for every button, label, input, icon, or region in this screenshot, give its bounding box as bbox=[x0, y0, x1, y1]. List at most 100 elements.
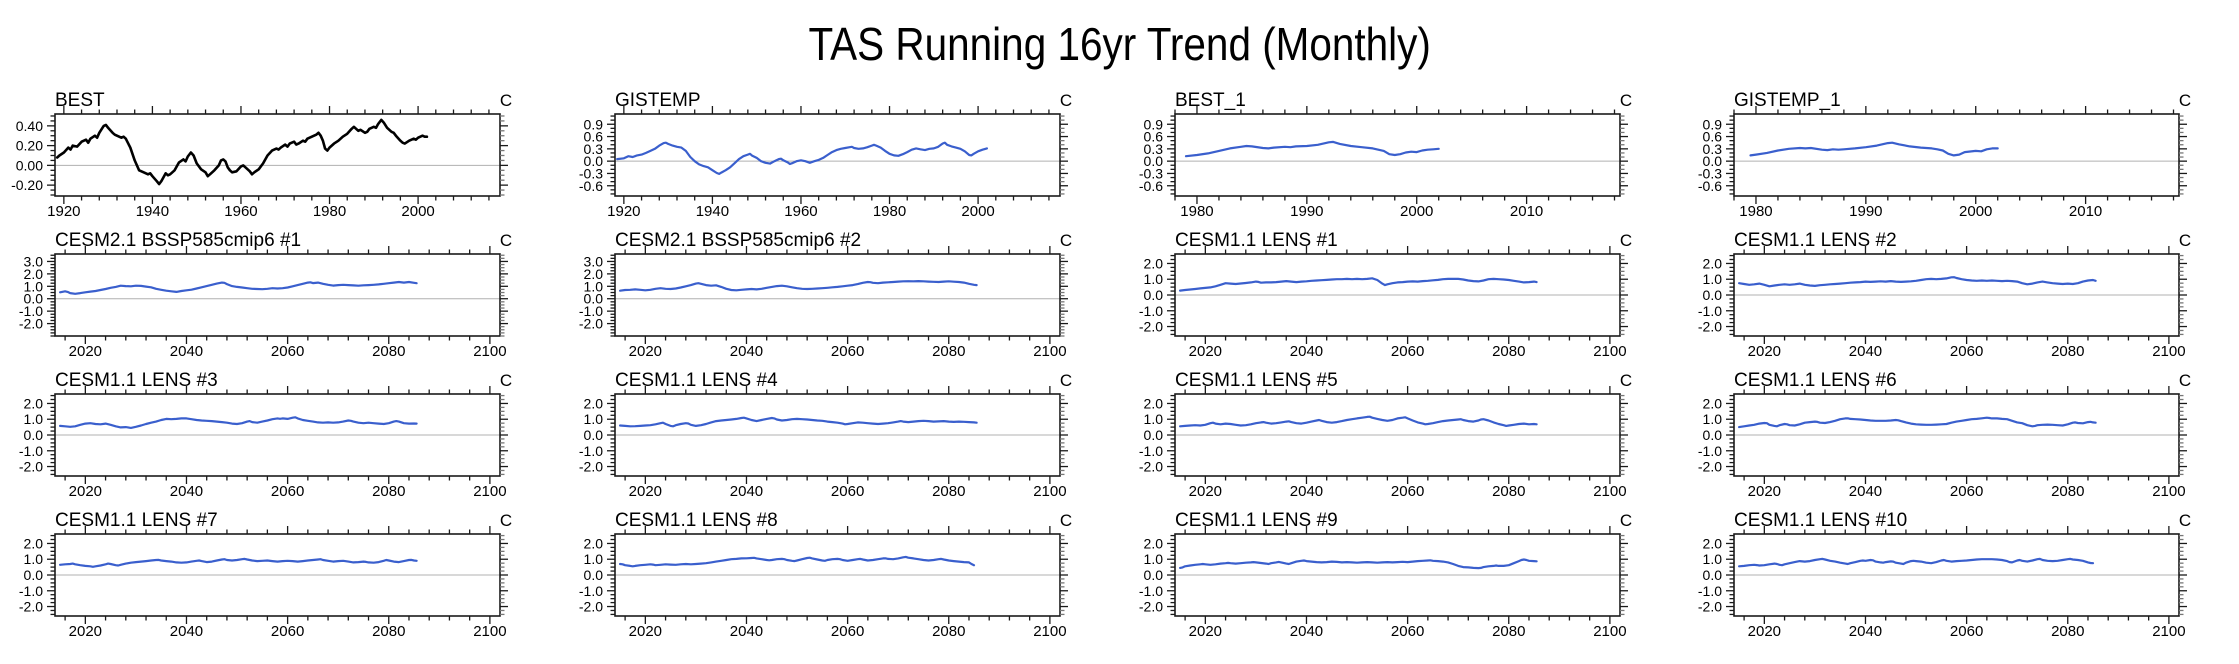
series-line bbox=[1738, 557, 2095, 568]
y-tick-label: -1.0 bbox=[1138, 303, 1162, 319]
unit-label: C bbox=[1060, 91, 1072, 110]
y-tick-label: 0.0 bbox=[1143, 153, 1163, 169]
panel-chart: CESM2.1 BSSP585cmip6 #1 C 2020 2040 2060 2080… bbox=[19, 230, 512, 360]
y-tick-label: -0.3 bbox=[579, 165, 603, 181]
panel-title-label: CESM1.1 LENS #9 bbox=[1175, 510, 1338, 531]
panel-1: BEST C 1920 1940 1960 1980 2000 0.40 0.20 0.00 -0.… bbox=[0, 88, 559, 228]
panel-10: CESM1.1 LENS #4 C 2020 2040 2060 2080 2100 2.0 1… bbox=[560, 368, 1119, 508]
y-tick-label: 0.40 bbox=[16, 118, 43, 134]
x-tick-label: 1980 bbox=[873, 203, 906, 220]
y-tick-label: -2.0 bbox=[1138, 599, 1162, 615]
y-axis-ticks bbox=[606, 115, 1068, 195]
x-tick-label: 2040 bbox=[1289, 483, 1322, 500]
x-tick-label: 2060 bbox=[271, 343, 304, 360]
unit-label: C bbox=[500, 231, 512, 250]
x-tick-label: 2100 bbox=[1593, 483, 1626, 500]
x-axis-ticks bbox=[1733, 106, 2175, 204]
x-tick-label: 2020 bbox=[628, 483, 661, 500]
x-tick-label: 2080 bbox=[1492, 343, 1525, 360]
y-tick-label: -1.0 bbox=[579, 443, 603, 459]
panel-chart: CESM1.1 LENS #7 C 2020 2040 2060 2080 2100 2.01… bbox=[19, 510, 512, 640]
unit-label: C bbox=[2179, 511, 2191, 530]
panel-title-label: CESM1.1 LENS #8 bbox=[615, 510, 778, 531]
y-axis-ticks bbox=[606, 394, 1068, 476]
y-axis-ticks bbox=[1166, 534, 1628, 616]
y-tick-label: -2.0 bbox=[19, 459, 43, 475]
x-tick-label: 2020 bbox=[1748, 623, 1781, 640]
y-tick-label: 2.0 bbox=[1143, 535, 1163, 551]
x-tick-label: 2080 bbox=[932, 483, 965, 500]
y-tick-label: -1.0 bbox=[1698, 583, 1722, 599]
x-tick-label: 2020 bbox=[69, 483, 102, 500]
y-tick-label: 0.00 bbox=[16, 157, 43, 173]
y-tick-label: -1.0 bbox=[1698, 443, 1722, 459]
panel-title-label: CESM1.1 LENS #2 bbox=[1734, 230, 1897, 251]
y-tick-label: 1.0 bbox=[24, 551, 44, 567]
y-tick-label: -0.6 bbox=[579, 178, 603, 194]
x-axis-ticks bbox=[1743, 526, 2170, 624]
page-title: TAS Running 16yr Trend (Monthly) bbox=[808, 18, 1431, 70]
x-axis-ticks bbox=[63, 106, 490, 204]
x-tick-label: 2010 bbox=[2069, 203, 2102, 220]
y-tick-label: 0.0 bbox=[583, 153, 603, 169]
y-tick-label: 2.0 bbox=[24, 535, 44, 551]
x-axis-ticks bbox=[64, 246, 491, 344]
y-tick-label: 1.0 bbox=[1143, 551, 1163, 567]
x-tick-label: 2100 bbox=[1033, 343, 1066, 360]
x-tick-label: 2080 bbox=[932, 623, 965, 640]
plot-frame bbox=[613, 253, 1061, 337]
panel-title-label: CESM1.1 LENS #1 bbox=[1175, 230, 1338, 251]
panel-13: CESM1.1 LENS #7 C 2020 2040 2060 2080 2100 2.0 1… bbox=[0, 508, 559, 648]
y-tick-label: -1.0 bbox=[1138, 583, 1162, 599]
y-tick-label: 2.0 bbox=[24, 266, 44, 282]
x-axis-ticks bbox=[1183, 526, 1611, 624]
x-tick-label: 2060 bbox=[271, 483, 304, 500]
y-tick-label: -0.3 bbox=[1138, 165, 1162, 181]
y-axis-ticks bbox=[47, 534, 508, 616]
x-tick-label: 1960 bbox=[224, 203, 257, 220]
unit-label: C bbox=[1619, 231, 1631, 250]
x-axis-ticks bbox=[1183, 386, 1611, 484]
y-tick-label: -2.0 bbox=[579, 459, 603, 475]
y-tick-label: -0.20 bbox=[11, 177, 43, 193]
x-tick-label: 2060 bbox=[831, 623, 864, 640]
y-axis-ticks bbox=[1726, 254, 2188, 336]
x-tick-label: 2100 bbox=[2152, 483, 2185, 500]
panel-title-label: CESM1.1 LENS #4 bbox=[615, 370, 778, 391]
plot-frame bbox=[1733, 113, 2181, 197]
panel-7: CESM1.1 LENS #1 C 2020 2040 2060 2080 2100 2.0 1… bbox=[1120, 228, 1679, 368]
y-tick-label: 0.3 bbox=[1143, 141, 1163, 157]
y-tick-label: 2.0 bbox=[583, 266, 603, 282]
x-axis-ticks bbox=[1173, 106, 1615, 204]
y-axis-ticks bbox=[1726, 534, 2188, 616]
y-axis-ticks bbox=[47, 394, 508, 476]
unit-label: C bbox=[2179, 91, 2191, 110]
y-tick-label: 0.6 bbox=[1703, 129, 1723, 145]
x-tick-label: 2060 bbox=[1390, 343, 1423, 360]
x-tick-label: 2060 bbox=[1950, 623, 1983, 640]
panel-chart: GISTEMP C 1920 1940 1960 1980 2000 0.90.60.30.0… bbox=[579, 90, 1072, 220]
series-line bbox=[1178, 277, 1538, 292]
panel-9: CESM1.1 LENS #3 C 2020 2040 2060 2080 2100 2.0 1… bbox=[0, 368, 559, 508]
y-tick-label: 0.0 bbox=[1143, 287, 1163, 303]
y-axis-ticks bbox=[1166, 394, 1628, 476]
y-tick-label: 0.0 bbox=[24, 427, 44, 443]
panel-14: CESM1.1 LENS #8 C 2020 2040 2060 2080 2100 2.0 1… bbox=[560, 508, 1119, 648]
unit-label: C bbox=[1060, 511, 1072, 530]
x-tick-label: 2020 bbox=[628, 623, 661, 640]
x-tick-label: 2100 bbox=[473, 623, 506, 640]
y-tick-label: 0.9 bbox=[1143, 116, 1163, 132]
panel-title-label: CESM2.1 BSSP585cmip6 #2 bbox=[615, 230, 861, 251]
y-tick-label: -0.6 bbox=[1138, 178, 1162, 194]
series-line bbox=[1178, 558, 1538, 570]
y-tick-label: 2.0 bbox=[1143, 255, 1163, 271]
y-tick-label: 2.0 bbox=[1703, 395, 1723, 411]
panel-3: BEST_1 C 1980 1990 2000 2010 0.9 0.6 0.3 0.0 -0.3-… bbox=[1120, 88, 1679, 228]
series-line bbox=[58, 416, 418, 430]
panel-6: CESM2.1 BSSP585cmip6 #2 C 2020 2040 2060 2080… bbox=[560, 228, 1119, 368]
x-axis-ticks bbox=[1743, 386, 2170, 484]
panel-chart: CESM1.1 LENS #10 C 2020 2040 2060 2080 2100 2.0… bbox=[1698, 510, 2191, 640]
panel-title-label: CESM1.1 LENS #10 bbox=[1734, 510, 1907, 531]
x-tick-label: 2100 bbox=[1033, 623, 1066, 640]
